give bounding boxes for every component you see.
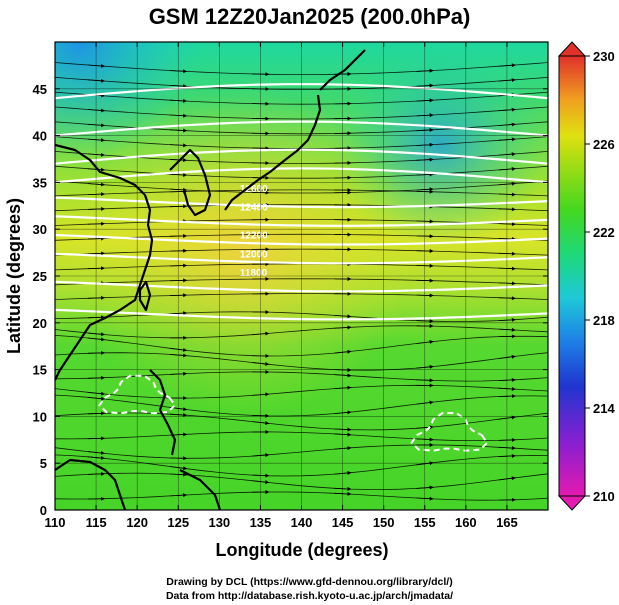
x-tick-label: 150: [373, 515, 395, 530]
colorbar-tick-label: 214: [593, 401, 615, 416]
x-axis: 110 115 120 125 130 135 140 145 150 155 160 165: [45, 42, 518, 530]
y-tick-label: 45: [33, 82, 47, 97]
y-tick-label: 35: [33, 175, 47, 190]
contour-label: 12600: [240, 184, 268, 195]
x-tick-label: 120: [126, 515, 148, 530]
colorbar-top-arrow: [557, 41, 587, 57]
y-tick-label: 5: [40, 456, 47, 471]
credit-data: Data from http://database.rish.kyoto-u.a…: [165, 590, 454, 602]
contour-label: 12000: [240, 249, 268, 260]
colorbar-tick-label: 222: [593, 225, 615, 240]
x-tick-label: 110: [45, 515, 66, 530]
tropical-contour: [98, 374, 177, 415]
colorbar-bottom-arrow: [557, 495, 587, 511]
coastlines: [55, 49, 366, 510]
korea-coastline: [169, 148, 212, 217]
borneo-coastline: [55, 458, 127, 510]
colorbar: 210 214 218 222 226 230: [557, 41, 615, 511]
x-tick-label: 160: [455, 515, 477, 530]
philippines-coastline: [149, 369, 177, 456]
x-tick-label: 135: [250, 515, 272, 530]
map-plot-area: 12600 12400 12200 12000 11800: [55, 42, 548, 510]
x-tick-label: 165: [496, 515, 518, 530]
y-axis-title: Latitude (degrees): [4, 198, 24, 354]
colorbar-tick-label: 226: [593, 137, 615, 152]
y-tick-label: 0: [40, 503, 47, 518]
y-tick-label: 40: [33, 129, 47, 144]
y-axis: 0 5 10 15 20 25 30 35 40 45: [33, 82, 548, 518]
japan-coastline: [224, 94, 322, 211]
sulawesi-coastline: [179, 469, 222, 510]
colorbar-tick-label: 218: [593, 313, 615, 328]
hokkaido-coastline: [319, 49, 366, 91]
taiwan-coastline: [138, 280, 152, 312]
y-tick-label: 20: [33, 316, 47, 331]
y-tick-label: 10: [33, 409, 47, 424]
colorbar-tick-label: 210: [593, 489, 615, 504]
y-tick-label: 30: [33, 222, 47, 237]
colorbar-tick-label: 230: [593, 49, 615, 64]
contour-label: 12400: [240, 202, 268, 213]
chart-title: GSM 12Z20Jan2025 (200.0hPa): [148, 4, 471, 29]
china-coastline: [55, 143, 154, 381]
contour-label: 12200: [240, 231, 268, 242]
x-tick-label: 140: [291, 515, 313, 530]
x-tick-label: 145: [332, 515, 354, 530]
y-tick-label: 15: [33, 363, 47, 378]
x-tick-label: 155: [414, 515, 436, 530]
lat-lon-grid: [55, 42, 548, 510]
x-tick-label: 115: [86, 515, 107, 530]
x-tick-label: 125: [167, 515, 189, 530]
credit-drawing: Drawing by DCL (https://www.gfd-dennou.o…: [166, 576, 453, 588]
colorbar-ramp: [558, 55, 586, 497]
y-tick-label: 25: [33, 269, 47, 284]
x-axis-title: Longitude (degrees): [215, 540, 388, 560]
contour-label: 11800: [240, 268, 268, 279]
x-tick-label: 130: [208, 515, 230, 530]
